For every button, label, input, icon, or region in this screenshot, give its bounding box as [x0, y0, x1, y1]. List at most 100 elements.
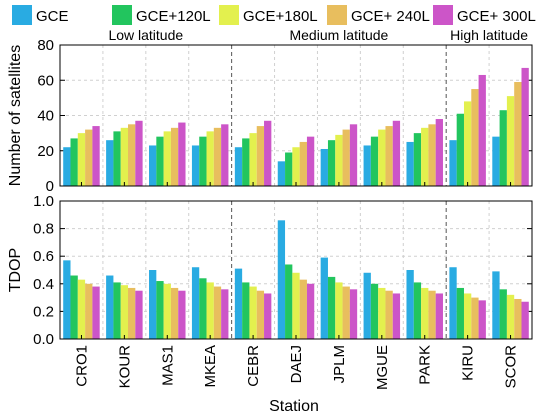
bar-tdop: [106, 275, 114, 339]
bar-satellites: [249, 133, 257, 186]
bar-satellites: [456, 113, 464, 186]
legend-label-4: GCE+ 300L: [457, 8, 536, 25]
bar-satellites: [170, 127, 179, 186]
bar-tdop: [349, 289, 358, 339]
bar-satellites: [264, 120, 272, 186]
bar-satellites: [463, 101, 472, 186]
y-tick-label: 20: [37, 143, 54, 160]
bar-satellites: [120, 127, 129, 186]
bar-satellites: [292, 147, 300, 186]
bar-satellites: [514, 82, 522, 186]
bar-satellites: [306, 136, 315, 186]
bar-satellites: [113, 131, 121, 186]
bar-tdop: [128, 287, 136, 339]
bar-tdop: [370, 283, 379, 339]
bar-tdop: [92, 286, 100, 339]
bar-tdop: [478, 300, 486, 339]
bar-tdop: [85, 283, 93, 339]
bar-satellites: [428, 124, 436, 186]
bar-satellites: [156, 136, 164, 186]
bar-tdop: [285, 264, 293, 339]
bar-satellites: [342, 129, 350, 186]
x-category-label: MKEA: [202, 345, 219, 388]
bar-tdop: [178, 290, 186, 339]
bar-tdop: [363, 272, 371, 339]
bar-tdop: [191, 267, 200, 339]
bar-satellites: [285, 152, 293, 186]
bar-tdop: [63, 260, 71, 339]
y-tick-label: 80: [37, 37, 54, 54]
x-category-label: PARK: [417, 345, 434, 385]
bar-tdop: [456, 287, 464, 339]
bar-satellites: [521, 67, 529, 186]
bar-tdop: [234, 268, 243, 339]
bar-tdop: [392, 293, 401, 339]
bar-satellites: [135, 120, 143, 186]
bar-satellites: [85, 129, 93, 186]
x-category-label: KOUR: [116, 345, 133, 389]
bar-tdop: [206, 282, 214, 339]
y-tick-label: 0: [46, 178, 54, 195]
bar-tdop: [342, 286, 350, 339]
bar-satellites: [70, 138, 78, 186]
x-category-label: JPLM: [331, 345, 348, 383]
bar-tdop: [77, 279, 86, 339]
bar-satellites: [449, 140, 457, 186]
bar-tdop: [378, 287, 386, 339]
y-tick-label: 0.4: [33, 276, 54, 293]
bar-tdop: [435, 293, 443, 339]
bar-tdop: [221, 289, 229, 339]
legend-swatch-4: [433, 5, 453, 25]
legend-label-3: GCE+ 240L: [351, 8, 430, 25]
bar-tdop: [199, 278, 207, 339]
bar-satellites: [327, 140, 336, 186]
y-tick-label: 0.8: [33, 221, 54, 238]
bar-tdop: [327, 276, 336, 339]
x-category-label: MGUE: [374, 345, 391, 390]
bar-tdop: [471, 297, 479, 339]
legend-swatch-3: [327, 5, 347, 25]
y-axis-label: TDOP: [7, 248, 24, 292]
y-tick-label: 1.0: [33, 193, 54, 210]
y-tick-label: 0.6: [33, 248, 54, 265]
bar-satellites: [320, 148, 328, 186]
bar-satellites: [213, 127, 222, 186]
bar-tdop: [277, 220, 286, 339]
bar-tdop: [292, 272, 300, 339]
bar-satellites: [392, 120, 401, 186]
bar-tdop: [113, 282, 121, 339]
bar-satellites: [478, 74, 486, 186]
bar-satellites: [163, 131, 171, 186]
bar-satellites: [234, 147, 243, 186]
x-category-label: CRO1: [73, 345, 90, 387]
y-tick-label: 0.0: [33, 331, 54, 348]
bar-tdop: [492, 271, 500, 339]
bar-satellites: [299, 141, 307, 186]
bar-satellites: [149, 145, 157, 186]
bar-satellites: [421, 127, 429, 186]
bar-satellites: [378, 129, 386, 186]
bar-satellites: [206, 131, 214, 186]
bar-satellites: [413, 133, 422, 186]
bar-tdop: [135, 290, 143, 339]
x-category-label: SCOR: [503, 345, 520, 389]
bar-tdop: [264, 293, 272, 339]
region-label: High latitude: [450, 27, 528, 43]
bar-satellites: [363, 145, 371, 186]
legend-label-1: GCE+120L: [136, 8, 211, 25]
bar-satellites: [199, 136, 207, 186]
bar-tdop: [449, 267, 457, 339]
bar-tdop: [163, 283, 171, 339]
bar-satellites: [471, 89, 479, 186]
bar-tdop: [320, 257, 328, 339]
bar-tdop: [521, 301, 529, 339]
bar-satellites: [191, 145, 200, 186]
x-category-label: DAEJ: [288, 345, 305, 383]
bar-tdop: [506, 294, 515, 339]
y-axis-label: Number of satellites: [7, 45, 24, 186]
bar-satellites: [499, 110, 507, 186]
bar-satellites: [349, 124, 358, 186]
bar-tdop: [120, 285, 129, 339]
y-tick-label: 40: [37, 108, 54, 125]
x-category-label: CEBR: [245, 345, 262, 387]
